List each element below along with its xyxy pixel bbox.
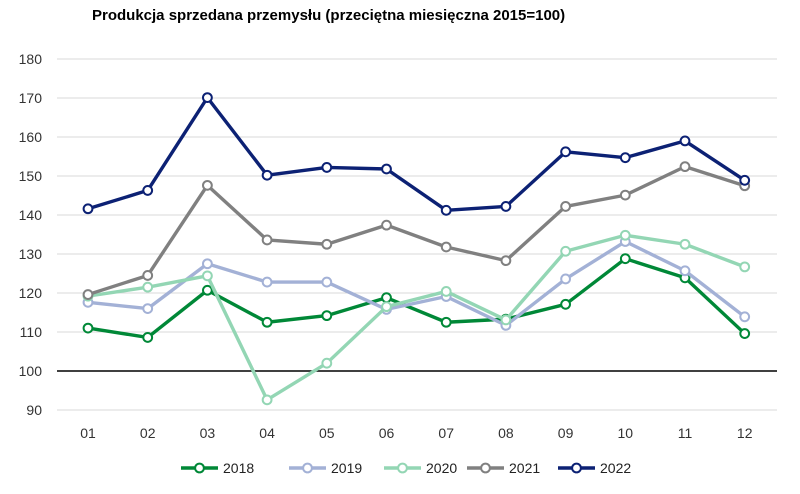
data-point-2019 <box>202 258 213 270</box>
data-point-2021 <box>619 189 631 201</box>
legend-label: 2020 <box>426 460 457 476</box>
data-point-2021 <box>321 238 333 250</box>
legend-item-2019: 2019 <box>289 460 362 476</box>
x-tick-label: 08 <box>498 425 514 441</box>
data-point-2020 <box>679 238 691 250</box>
data-point-2018 <box>440 316 452 328</box>
data-point-2018 <box>202 284 213 296</box>
data-point-2018 <box>619 253 631 265</box>
legend-marker <box>571 462 582 474</box>
data-point-2021 <box>82 289 94 300</box>
legend-marker <box>397 462 408 474</box>
legend-label: 2021 <box>509 460 540 476</box>
data-point-2022 <box>440 204 452 216</box>
data-point-2018 <box>381 292 392 304</box>
data-point-2020 <box>500 314 512 326</box>
grid-lines <box>57 58 777 411</box>
x-tick-label: 09 <box>558 425 574 441</box>
legend-marker <box>302 462 313 474</box>
data-point-2020 <box>619 229 631 241</box>
data-point-2021 <box>381 219 392 231</box>
data-point-2020 <box>202 270 213 282</box>
data-point-2022 <box>679 135 691 147</box>
y-tick-label: 90 <box>26 402 42 418</box>
data-point-2018 <box>560 298 571 310</box>
data-point-2019 <box>679 265 691 277</box>
x-tick-label: 10 <box>618 425 634 441</box>
legend-item-2022: 2022 <box>558 460 631 476</box>
data-point-2022 <box>500 201 512 212</box>
legend: 2018 2019 2020 2021 2022 <box>181 460 631 476</box>
data-point-2021 <box>560 201 571 212</box>
data-point-2020 <box>321 357 333 369</box>
legend-label: 2018 <box>223 460 254 476</box>
y-tick-label: 140 <box>19 207 43 223</box>
legend-item-2020: 2020 <box>384 460 457 476</box>
x-tick-label: 05 <box>319 425 335 441</box>
data-point-2018 <box>142 332 154 343</box>
y-tick-label: 170 <box>19 90 43 106</box>
data-point-2018 <box>739 328 751 339</box>
y-tick-label: 120 <box>19 285 43 301</box>
data-point-2020 <box>261 394 273 406</box>
data-point-2019 <box>739 311 751 323</box>
x-tick-label: 04 <box>259 425 275 441</box>
data-point-2020 <box>739 261 751 273</box>
x-tick-label: 06 <box>379 425 395 441</box>
x-tick-label: 02 <box>140 425 156 441</box>
x-tick-label: 03 <box>200 425 216 441</box>
y-tick-label: 160 <box>19 129 43 145</box>
data-point-2022 <box>739 174 751 186</box>
x-tick-label: 07 <box>438 425 454 441</box>
legend-item-2021: 2021 <box>467 460 540 476</box>
data-point-2019 <box>142 303 154 315</box>
data-point-2018 <box>261 316 273 328</box>
data-point-2021 <box>440 241 452 253</box>
data-point-2020 <box>381 301 392 313</box>
legend-marker <box>480 462 491 474</box>
x-tick-label: 12 <box>737 425 753 441</box>
series-line-2021 <box>86 164 747 297</box>
series-line-2018 <box>86 256 747 340</box>
y-tick-label: 130 <box>19 246 43 262</box>
x-tick-label: 11 <box>678 425 693 441</box>
data-point-2019 <box>261 276 273 288</box>
data-point-2018 <box>82 322 94 334</box>
data-point-2021 <box>202 179 213 191</box>
data-point-2022 <box>381 163 392 175</box>
legend-item-2018: 2018 <box>181 460 254 476</box>
data-point-2022 <box>202 92 213 104</box>
data-point-2021 <box>500 255 512 267</box>
data-point-2020 <box>142 281 154 293</box>
data-point-2018 <box>321 310 333 322</box>
data-point-2022 <box>619 152 631 164</box>
series-line-2019 <box>86 239 747 328</box>
series-line-2022 <box>86 95 747 213</box>
data-point-2021 <box>142 270 154 281</box>
chart-title: Produkcja sprzedana przemysłu (przeciętn… <box>92 7 566 24</box>
data-point-2019 <box>321 276 333 288</box>
data-point-2022 <box>82 203 94 215</box>
data-point-2022 <box>560 146 571 158</box>
data-point-2021 <box>261 234 273 246</box>
data-point-2022 <box>261 169 273 181</box>
data-point-2021 <box>679 161 691 173</box>
y-tick-label: 110 <box>20 324 43 340</box>
data-point-2022 <box>321 162 333 173</box>
y-tick-label: 180 <box>19 51 43 67</box>
x-tick-label: 01 <box>80 425 96 441</box>
axis-labels: 90 100 110 120 130 140 150 160 170 180 01 02 03 04 05 0… <box>19 51 753 441</box>
y-tick-label: 150 <box>19 168 43 184</box>
data-point-2022 <box>142 185 154 196</box>
series-line-2020 <box>86 233 747 402</box>
data-point-2019 <box>560 273 571 285</box>
data-point-2020 <box>560 245 571 257</box>
series-lines <box>82 92 751 406</box>
data-point-2020 <box>440 286 452 297</box>
legend-marker <box>194 462 205 474</box>
y-tick-label: 100 <box>19 363 43 379</box>
legend-label: 2019 <box>331 460 362 476</box>
legend-label: 2022 <box>600 460 631 476</box>
